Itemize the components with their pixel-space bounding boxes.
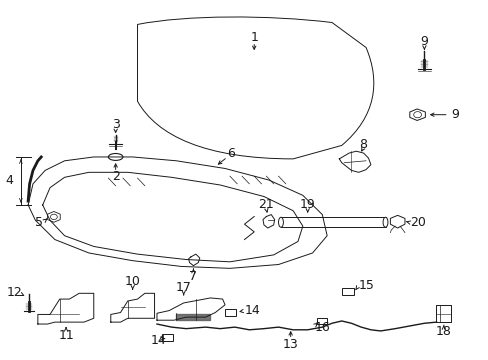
Text: 2: 2 <box>111 170 120 183</box>
Text: 10: 10 <box>124 275 141 288</box>
Polygon shape <box>176 314 210 320</box>
Bar <box>341 288 353 295</box>
Text: 9: 9 <box>420 35 427 48</box>
Text: 20: 20 <box>409 216 425 229</box>
Bar <box>162 334 172 341</box>
Text: 15: 15 <box>358 279 374 292</box>
Text: 4: 4 <box>5 174 13 186</box>
Bar <box>224 309 235 316</box>
Bar <box>281 217 385 227</box>
Text: 21: 21 <box>258 198 274 211</box>
Ellipse shape <box>382 217 387 227</box>
Ellipse shape <box>278 217 283 227</box>
Text: 5: 5 <box>35 216 42 229</box>
Text: 8: 8 <box>359 138 367 151</box>
Text: 18: 18 <box>435 325 451 338</box>
Text: 17: 17 <box>175 281 191 294</box>
Text: 1: 1 <box>250 31 258 44</box>
Text: 14: 14 <box>244 304 260 317</box>
Text: 12: 12 <box>7 286 22 299</box>
Text: 6: 6 <box>227 147 235 159</box>
Text: 19: 19 <box>299 198 315 211</box>
Text: 7: 7 <box>189 270 197 283</box>
Bar <box>317 318 326 324</box>
Text: 13: 13 <box>282 338 298 351</box>
Text: 11: 11 <box>58 329 74 342</box>
Text: 16: 16 <box>314 321 330 334</box>
Text: 14: 14 <box>151 334 166 347</box>
Text: 3: 3 <box>111 118 120 131</box>
Text: 9: 9 <box>450 108 458 121</box>
